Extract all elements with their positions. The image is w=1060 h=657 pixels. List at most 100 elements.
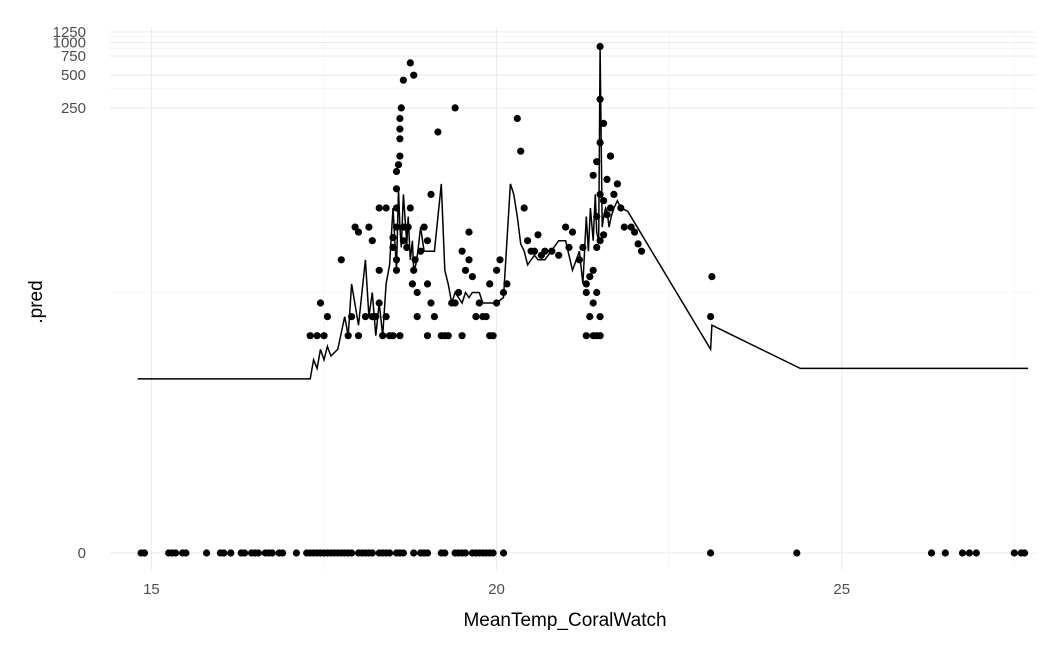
x-axis-ticks: 15 20 25 [143, 581, 850, 598]
data-point [375, 266, 383, 274]
data-point [427, 190, 435, 198]
data-point [465, 256, 473, 264]
data-point [610, 190, 618, 198]
data-point [941, 549, 949, 557]
data-point [513, 114, 521, 123]
y-tick-label: 1250 [53, 24, 86, 41]
y-tick-label: 250 [61, 100, 86, 117]
y-tick-label: 750 [61, 48, 86, 65]
data-points [137, 42, 1029, 557]
data-point [472, 313, 480, 321]
data-point [707, 313, 715, 321]
data-point [182, 549, 190, 557]
data-point [399, 549, 407, 557]
data-point [593, 288, 601, 297]
data-point [482, 313, 490, 321]
y-axis-label: .pred [26, 280, 47, 323]
data-point [279, 549, 287, 557]
data-point [441, 549, 449, 557]
data-point [600, 231, 608, 239]
data-point [430, 313, 438, 321]
data-point [707, 549, 715, 557]
data-point [386, 549, 394, 557]
data-point [361, 313, 369, 321]
data-point [708, 273, 716, 281]
data-point [634, 240, 642, 248]
data-point [606, 204, 615, 212]
data-point [396, 152, 404, 160]
data-point [593, 158, 601, 166]
data-point [316, 299, 325, 307]
data-point [589, 299, 597, 307]
data-point [582, 280, 590, 288]
data-point [406, 204, 414, 212]
data-point [496, 256, 504, 264]
data-point [348, 549, 356, 557]
data-point [606, 152, 615, 160]
data-point [413, 288, 421, 297]
y-tick-label: 500 [61, 67, 86, 84]
data-point [403, 243, 411, 251]
data-point [375, 204, 383, 212]
data-point [320, 332, 328, 340]
data-point [396, 332, 404, 340]
data-point [486, 280, 494, 288]
data-point [541, 247, 549, 255]
data-point [958, 549, 967, 557]
data-point [365, 223, 373, 231]
data-point [458, 247, 466, 255]
x-tick-label: 20 [488, 581, 505, 598]
data-point [458, 332, 466, 340]
x-tick-label: 15 [143, 581, 160, 598]
data-point [408, 280, 416, 288]
data-point [172, 549, 180, 557]
data-point [389, 332, 397, 340]
data-point [461, 549, 470, 557]
data-point [586, 273, 594, 281]
data-point [600, 197, 608, 205]
data-point [434, 128, 442, 136]
data-point [410, 71, 418, 79]
data-point [354, 332, 363, 340]
data-point [465, 228, 473, 236]
data-point [254, 549, 262, 557]
data-point [524, 237, 532, 245]
data-point [382, 204, 390, 212]
data-point [396, 114, 404, 123]
data-point [517, 147, 525, 155]
data-point [337, 256, 345, 264]
data-point [241, 549, 249, 557]
data-point [227, 549, 235, 557]
data-point [600, 119, 608, 127]
data-point [927, 549, 936, 557]
data-point [427, 299, 435, 307]
data-point [596, 313, 604, 321]
data-point [534, 231, 542, 239]
data-point [406, 59, 414, 67]
data-point [368, 549, 376, 557]
data-point [396, 135, 404, 143]
data-point [1010, 549, 1018, 557]
data-point [596, 190, 604, 198]
data-point [613, 180, 622, 188]
data-point [399, 76, 407, 84]
data-point [493, 266, 501, 274]
data-point [589, 171, 597, 179]
data-point [420, 223, 428, 231]
minor-gridlines [110, 28, 1035, 570]
data-point [413, 313, 421, 321]
data-point [593, 243, 601, 251]
data-point [292, 549, 300, 557]
data-point [220, 549, 228, 557]
data-point [423, 237, 432, 245]
data-point [410, 549, 418, 557]
data-point [582, 332, 590, 340]
data-point [203, 549, 211, 557]
data-point [637, 247, 646, 255]
y-tick-label: 0 [78, 545, 86, 562]
data-point [530, 247, 539, 255]
data-point [596, 332, 604, 340]
data-point [313, 332, 321, 340]
data-point [444, 332, 452, 340]
